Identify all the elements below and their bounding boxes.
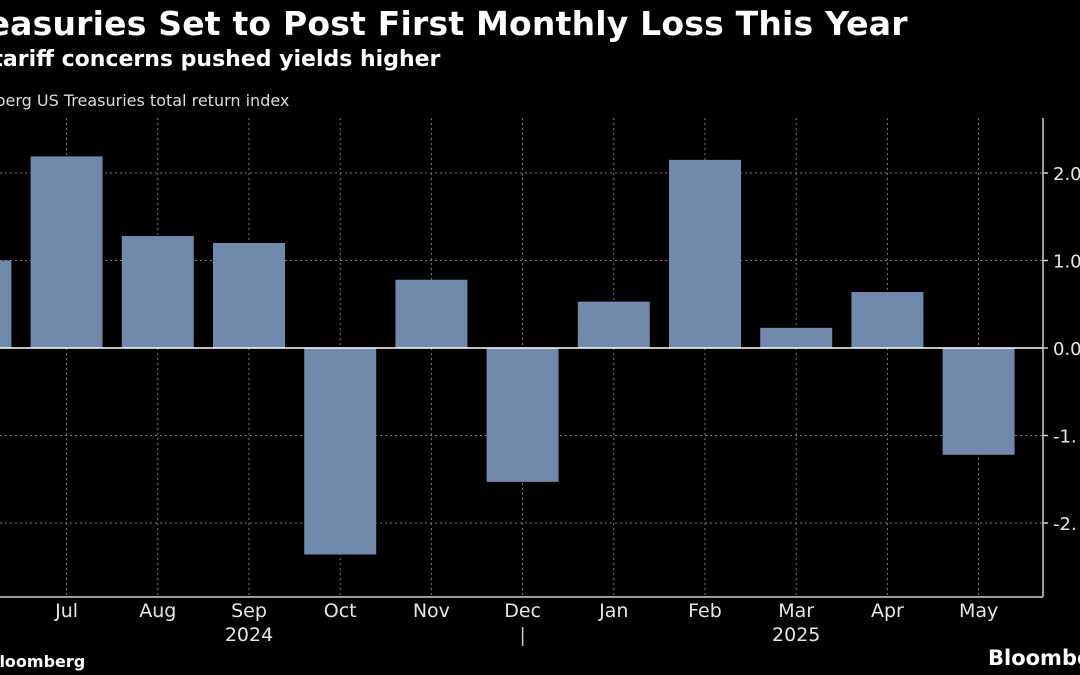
x-tick-label-jul: Jul: [54, 600, 78, 622]
x-tick-label-feb: Feb: [688, 600, 722, 622]
y-tick-label-3: -1.: [1053, 427, 1077, 448]
y-tick-label-1: 1.0: [1053, 252, 1080, 273]
year-label-2024: 2024: [225, 624, 273, 646]
bar-apr: [851, 292, 924, 348]
x-tick-label-dec: Dec: [504, 600, 541, 622]
source-note: e:Bloomberg: [0, 652, 85, 671]
x-tick-label-may: May: [959, 600, 998, 622]
bar-feb: [669, 159, 741, 348]
bar-aug: [121, 236, 194, 348]
chart-title: Treasuries Set to Post First Monthly Los…: [0, 4, 908, 43]
bar-may: [942, 348, 1015, 455]
x-tick-label-oct: Oct: [324, 600, 357, 622]
year-label-2025: 2025: [772, 624, 820, 646]
bloomberg-logo: Bloomberg: [988, 646, 1080, 670]
chart-subtitle: al, tariff concerns pushed yields higher: [0, 47, 441, 72]
x-tick-label-nov: Nov: [413, 600, 450, 622]
bar-sep: [213, 243, 285, 348]
bar-jan: [577, 301, 650, 348]
bar-jun: [0, 260, 12, 348]
bar-nov: [395, 279, 468, 348]
bars-layer: [0, 156, 1015, 555]
bar-jul: [30, 156, 103, 348]
y-tick-label-0: 2.0: [1053, 164, 1080, 185]
bar-oct: [304, 348, 377, 555]
axis-layer: 2.0 1.0 0.0 -1. -2. Jul Aug Sep Oct Nov Dec Jan Feb M…: [0, 118, 1080, 646]
x-tick-label-jan: Jan: [598, 600, 628, 622]
x-tick-label-apr: Apr: [871, 600, 904, 622]
y-tick-label-4: -2.: [1053, 514, 1077, 535]
y-tick-label-2: 0.0: [1053, 339, 1080, 360]
bar-dec: [486, 348, 559, 482]
source-name: Bloomberg: [0, 652, 86, 671]
x-tick-label-mar: Mar: [778, 600, 814, 622]
x-tick-label-sep: Sep: [231, 600, 267, 622]
x-tick-label-aug: Aug: [139, 600, 176, 622]
series-label: omberg US Treasuries total return index: [0, 91, 290, 110]
bar-mar: [760, 327, 833, 348]
